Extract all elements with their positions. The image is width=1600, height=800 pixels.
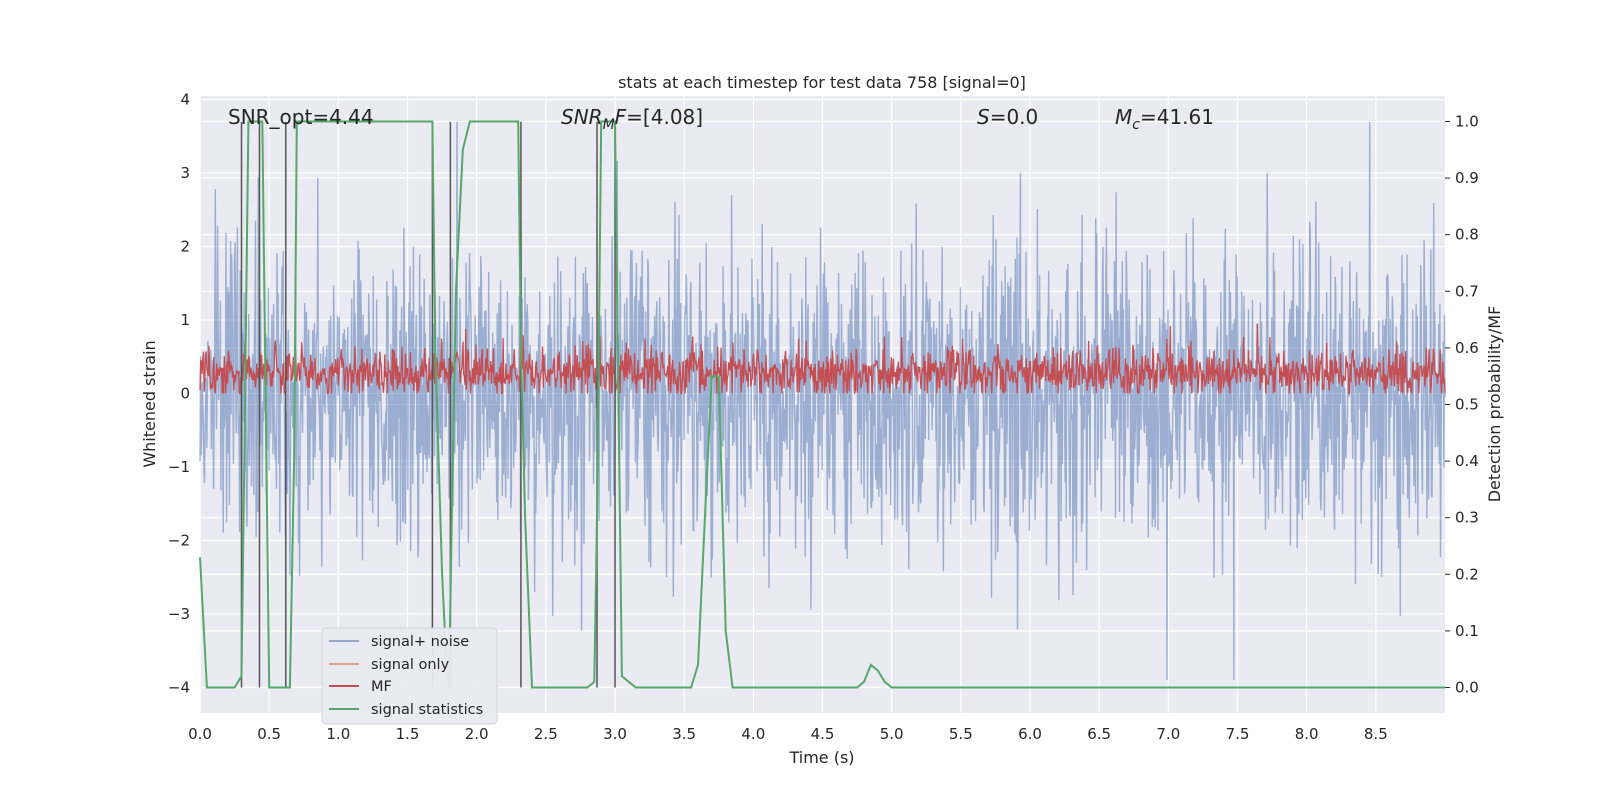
y-tick-label: 3 xyxy=(180,164,190,182)
legend-label-mf: MF xyxy=(371,679,392,695)
y2-tick-label: 1.0 xyxy=(1455,112,1479,130)
series-signal-statistics xyxy=(199,120,1445,689)
legend-box xyxy=(321,627,498,725)
annotation-snr-mf: SNRMF=[4.08] xyxy=(561,105,703,133)
mf-series xyxy=(199,323,1446,395)
chart-title: stats at each timestep for test data 758… xyxy=(618,73,1026,92)
annotation-snr-opt: SNR_opt=4.44 xyxy=(228,105,374,129)
y2-tick-label: 0.7 xyxy=(1455,282,1479,300)
x-tick-label: 1.0 xyxy=(326,725,350,743)
y2-tick-label: 0.8 xyxy=(1455,226,1479,244)
x-tick-label: 8.0 xyxy=(1295,725,1319,743)
y-ticks: 4 3 2 1 0 −1 −2 −3 −4 xyxy=(168,91,190,697)
y-tick-label: −3 xyxy=(168,605,190,623)
x-tick-label: 0.5 xyxy=(257,725,281,743)
x-tick-label: 8.5 xyxy=(1364,725,1388,743)
y-tick-label: −1 xyxy=(168,458,190,476)
x-axis-label: Time (s) xyxy=(788,748,854,767)
x-tick-label: 6.0 xyxy=(1018,725,1042,743)
x-tick-label: 3.0 xyxy=(603,725,627,743)
y-tick-label: −2 xyxy=(168,531,190,549)
legend-label-signal-only: signal only xyxy=(371,657,450,673)
x-ticks: 0.0 0.5 1.0 1.5 2.0 2.5 3.0 3.5 4.0 4.5 5.0 5.5 6.0 6… xyxy=(188,725,1388,743)
annotation-mc: Mc=41.61 xyxy=(1115,105,1214,133)
y-tick-label: 4 xyxy=(180,91,190,109)
y2-tick-label: 0.4 xyxy=(1455,452,1479,470)
x-tick-label: 3.5 xyxy=(672,725,696,743)
annotation-s: S=0.0 xyxy=(977,105,1038,129)
y2-tick-label: 0.2 xyxy=(1455,565,1479,583)
x-tick-label: 5.5 xyxy=(949,725,973,743)
x-tick-label: 5.0 xyxy=(880,725,904,743)
x-tick-label: 0.0 xyxy=(188,725,212,743)
y-tick-label: 0 xyxy=(180,384,190,402)
y2-axis-label: Detection probability/MF xyxy=(1485,306,1504,503)
y2-tick-label: 0.1 xyxy=(1455,622,1479,640)
y2-tick-label: 0.3 xyxy=(1455,509,1479,527)
y2-tick-label: 0.6 xyxy=(1455,339,1479,357)
x-tick-label: 2.0 xyxy=(465,725,489,743)
series-signal-noise xyxy=(199,121,1446,680)
x-tick-label: 7.5 xyxy=(1226,725,1250,743)
y2-tick-label: 0.5 xyxy=(1455,396,1479,414)
y2-ticks: 1.0 0.9 0.8 0.7 0.6 0.5 0.4 0.3 0.2 0.1 0.0 xyxy=(1445,112,1479,697)
y2-tick-label: 0.0 xyxy=(1455,679,1479,697)
legend: signal+ noise signal only MF signal stat… xyxy=(321,627,498,725)
series-mf xyxy=(199,323,1446,395)
x-tick-label: 6.5 xyxy=(1087,725,1111,743)
y-tick-label: −4 xyxy=(168,678,190,696)
vertical-markers xyxy=(240,121,616,688)
legend-label-stats: signal statistics xyxy=(371,702,483,718)
x-tick-label: 1.5 xyxy=(396,725,420,743)
legend-label-noise: signal+ noise xyxy=(371,634,469,650)
x-tick-label: 4.0 xyxy=(741,725,765,743)
y-tick-label: 1 xyxy=(180,311,190,329)
signal-statistics-series xyxy=(199,120,1445,689)
x-tick-label: 4.5 xyxy=(811,725,835,743)
y-tick-label: 2 xyxy=(180,238,190,256)
y2-tick-label: 0.9 xyxy=(1455,169,1479,187)
x-tick-label: 7.0 xyxy=(1156,725,1180,743)
signal-noise-series xyxy=(199,121,1446,680)
x-tick-label: 2.5 xyxy=(534,725,558,743)
y-axis-label: Whitened strain xyxy=(140,340,159,467)
